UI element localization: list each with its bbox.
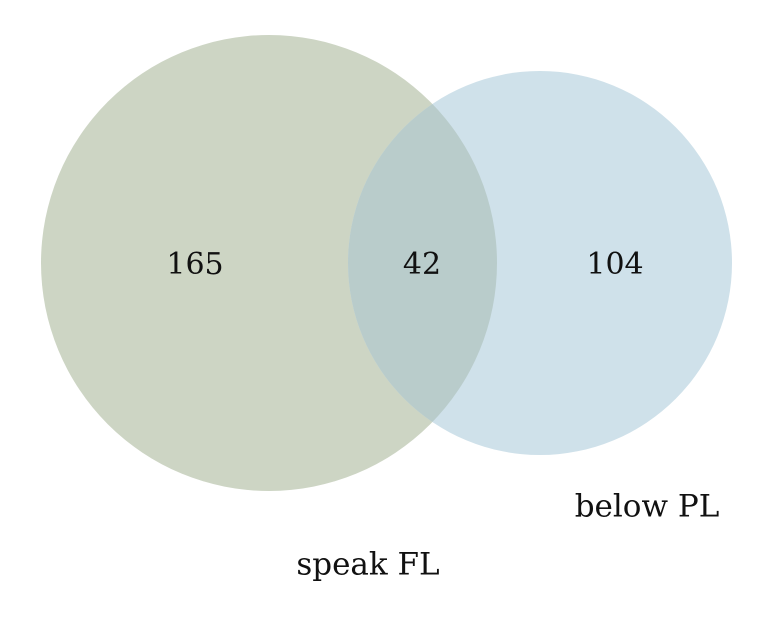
set-label-below-pl: below PL (575, 489, 720, 525)
count-speak-fl-only: 165 (166, 247, 223, 282)
count-intersection: 42 (403, 247, 441, 282)
set-circle-speak-fl (41, 35, 497, 491)
set-label-speak-fl: speak FL (296, 547, 439, 583)
intersection-region (348, 71, 497, 455)
count-below-pl-only: 104 (586, 247, 643, 282)
